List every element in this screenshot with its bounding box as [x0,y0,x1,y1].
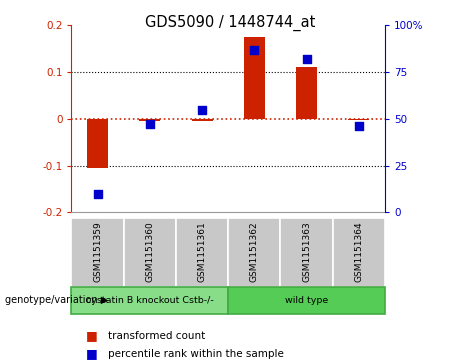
Bar [192,119,213,121]
Point [198,107,206,113]
Point [251,47,258,53]
Bar [349,119,369,120]
Point [146,122,154,127]
Text: percentile rank within the sample: percentile rank within the sample [108,349,284,359]
FancyBboxPatch shape [124,218,176,287]
Bar [87,119,108,168]
Text: GSM1151363: GSM1151363 [302,221,311,282]
FancyBboxPatch shape [176,218,228,287]
Text: wild type: wild type [285,296,328,305]
FancyBboxPatch shape [228,287,385,314]
Text: GSM1151361: GSM1151361 [198,221,207,282]
FancyBboxPatch shape [280,218,333,287]
FancyBboxPatch shape [333,218,385,287]
Text: GSM1151364: GSM1151364 [355,221,363,282]
Bar [139,119,160,121]
FancyBboxPatch shape [71,287,228,314]
Text: genotype/variation ▶: genotype/variation ▶ [5,295,108,305]
Text: ■: ■ [86,347,98,360]
Text: ■: ■ [86,329,98,342]
Point [355,123,362,129]
Point [303,56,310,62]
Bar [244,37,265,119]
Text: GSM1151362: GSM1151362 [250,221,259,282]
Text: cystatin B knockout Cstb-/-: cystatin B knockout Cstb-/- [86,296,214,305]
Text: GSM1151360: GSM1151360 [145,221,154,282]
Point [94,191,101,197]
Text: GDS5090 / 1448744_at: GDS5090 / 1448744_at [145,15,316,31]
Bar [296,66,317,119]
FancyBboxPatch shape [71,218,124,287]
FancyBboxPatch shape [228,218,280,287]
Text: transformed count: transformed count [108,331,206,341]
Text: GSM1151359: GSM1151359 [93,221,102,282]
